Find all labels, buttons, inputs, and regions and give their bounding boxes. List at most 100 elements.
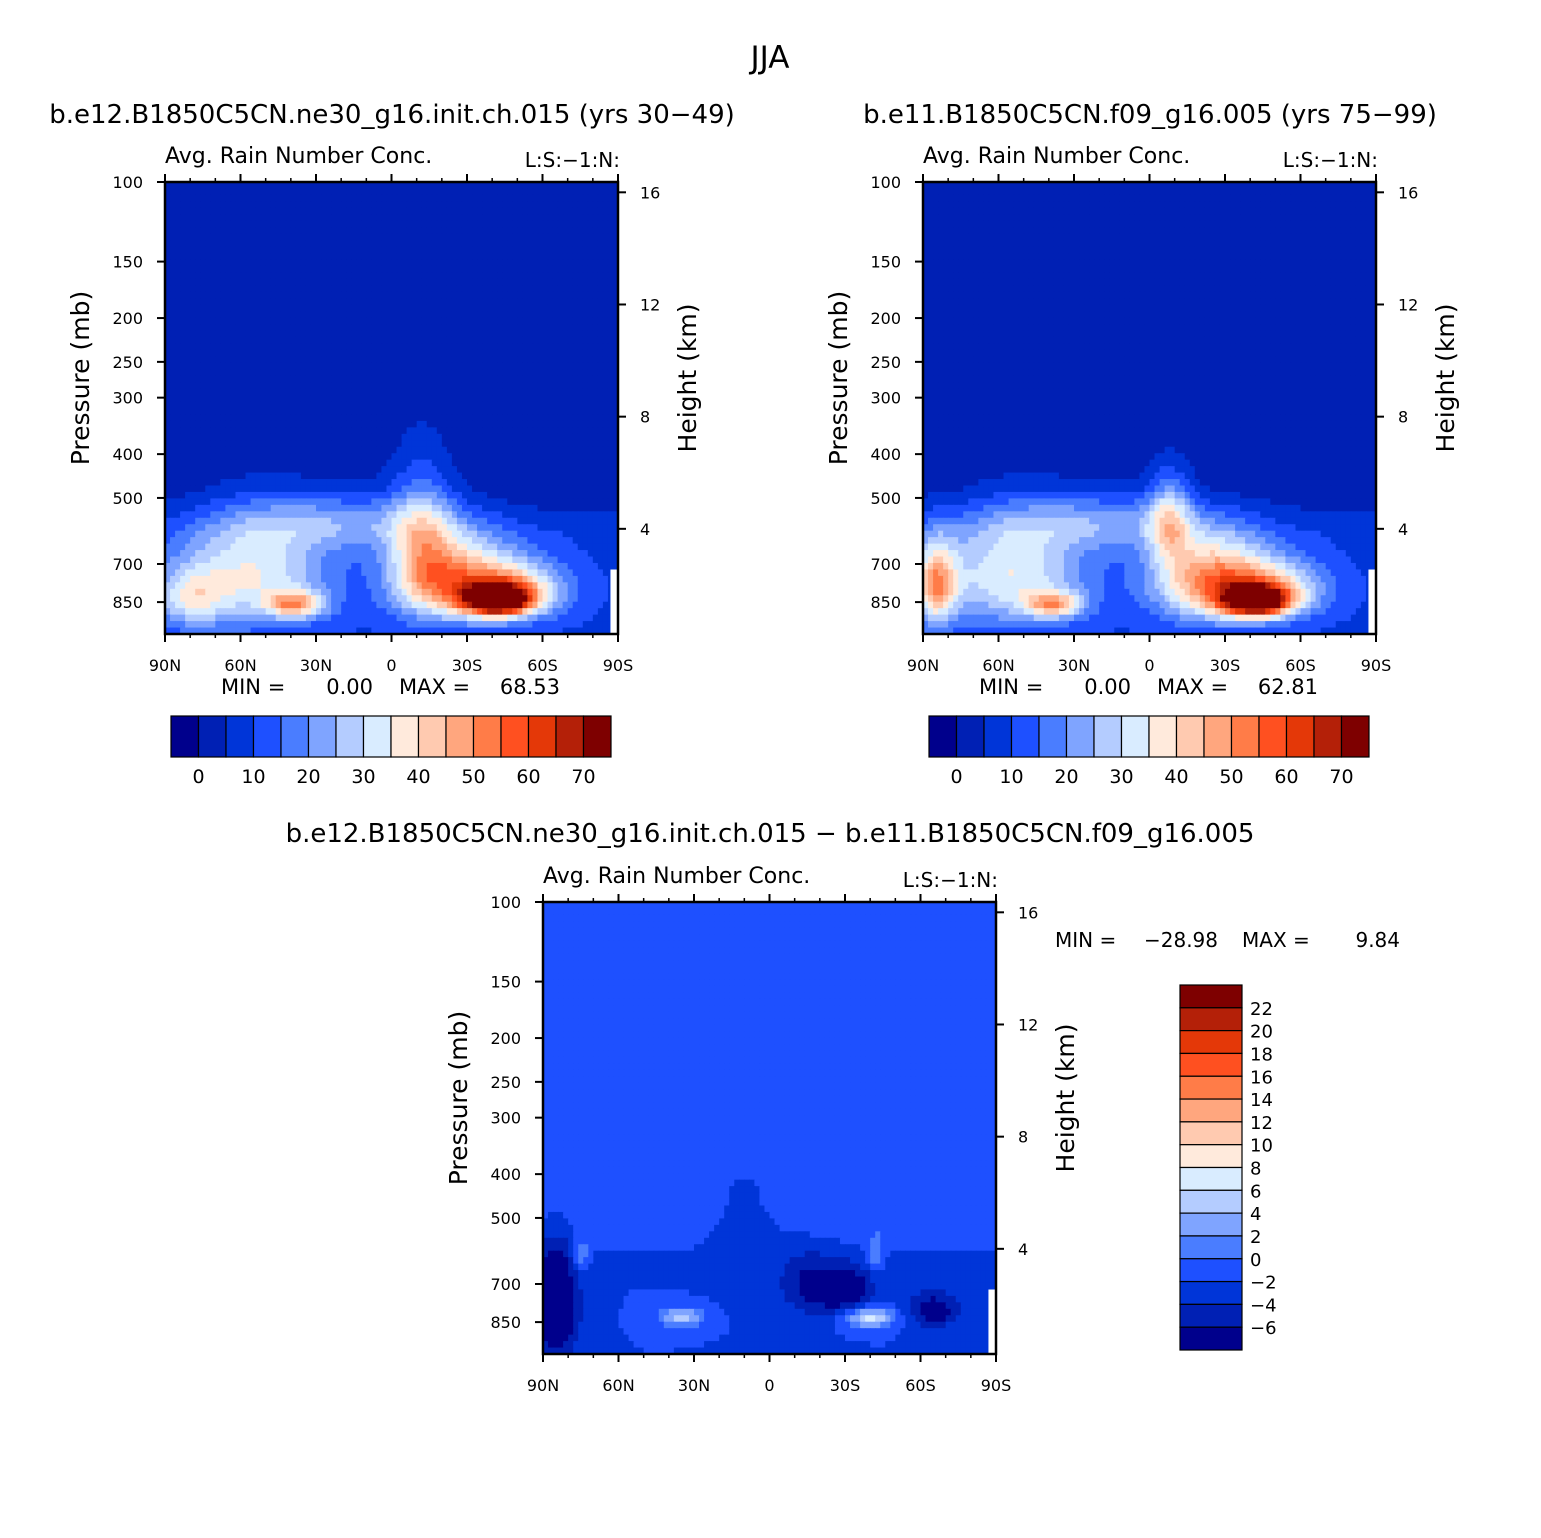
field-cell xyxy=(270,240,277,248)
field-cell xyxy=(497,291,503,299)
field-cell xyxy=(326,182,332,190)
field-cell xyxy=(165,317,171,325)
field-cell xyxy=(200,285,206,293)
field-cell xyxy=(230,182,237,190)
field-cell xyxy=(180,401,186,409)
field-cell xyxy=(346,485,352,493)
field-cell xyxy=(270,401,277,409)
field-cell xyxy=(321,537,327,545)
field-cell xyxy=(195,349,201,357)
field-cell xyxy=(280,395,287,403)
field-cell xyxy=(391,311,398,319)
field-cell xyxy=(612,278,619,286)
field-cell xyxy=(285,194,292,202)
field-cell xyxy=(356,395,362,403)
field-cell xyxy=(456,401,463,409)
field-cell xyxy=(577,427,584,435)
field-cell xyxy=(386,285,393,293)
field-cell xyxy=(341,227,347,235)
field-cell xyxy=(300,427,307,435)
field-cell xyxy=(431,530,438,538)
field-cell xyxy=(205,395,211,403)
field-cell xyxy=(522,233,528,241)
field-cell xyxy=(537,253,544,261)
field-cell xyxy=(542,194,549,202)
field-cell xyxy=(416,472,423,480)
field-cell xyxy=(492,246,498,254)
field-cell xyxy=(200,466,206,474)
field-cell xyxy=(411,504,418,512)
field-cell xyxy=(275,446,282,454)
field-cell xyxy=(421,498,428,506)
field-cell xyxy=(371,272,377,280)
field-cell xyxy=(270,472,277,480)
field-cell xyxy=(396,194,403,202)
field-cell xyxy=(285,524,292,532)
field-cell xyxy=(391,530,398,538)
field-cell xyxy=(336,240,342,248)
field-cell xyxy=(386,278,393,286)
field-cell xyxy=(411,285,418,293)
field-cell xyxy=(230,479,237,487)
field-cell xyxy=(582,408,589,416)
field-cell xyxy=(326,349,332,357)
field-cell xyxy=(572,395,579,403)
field-cell xyxy=(572,285,579,293)
field-cell xyxy=(547,414,554,422)
field-cell xyxy=(482,278,488,286)
field-cell xyxy=(381,246,388,254)
field-cell xyxy=(180,414,186,422)
field-cell xyxy=(411,511,418,519)
field-cell xyxy=(255,317,262,325)
field-cell xyxy=(305,356,312,364)
field-cell xyxy=(341,375,347,383)
field-cell xyxy=(371,227,377,235)
field-cell xyxy=(517,369,523,377)
field-cell xyxy=(592,498,599,506)
field-cell xyxy=(366,440,372,448)
field-cell xyxy=(356,504,362,512)
field-cell xyxy=(552,201,559,209)
field-cell xyxy=(235,336,242,345)
field-cell xyxy=(547,433,554,441)
field-cell xyxy=(542,530,549,538)
field-cell xyxy=(275,414,282,422)
field-cell xyxy=(215,362,221,370)
field-cell xyxy=(235,304,242,312)
field-cell xyxy=(300,194,307,202)
field-cell xyxy=(451,291,458,299)
field-cell xyxy=(522,369,528,377)
field-cell xyxy=(557,317,564,325)
field-cell xyxy=(461,414,468,422)
field-cell xyxy=(592,362,599,370)
field-cell xyxy=(391,214,398,222)
field-cell xyxy=(371,214,377,222)
field-cell xyxy=(497,511,503,519)
field-cell xyxy=(280,182,287,190)
field-cell xyxy=(260,324,267,332)
field-cell xyxy=(336,485,342,493)
field-cell xyxy=(441,233,448,241)
field-cell xyxy=(305,414,312,422)
field-cell xyxy=(502,253,508,261)
field-cell xyxy=(557,408,564,416)
field-cell xyxy=(260,466,267,474)
field-cell xyxy=(421,240,428,248)
field-cell xyxy=(497,433,503,441)
field-cell xyxy=(391,188,398,196)
field-cell xyxy=(431,375,438,383)
field-cell xyxy=(371,395,377,403)
field-cell xyxy=(467,395,473,403)
field-cell xyxy=(391,201,398,209)
field-cell xyxy=(587,349,594,357)
field-cell xyxy=(336,298,342,306)
field-cell xyxy=(190,511,196,519)
field-cell xyxy=(492,356,498,364)
field-cell xyxy=(245,207,252,215)
field-cell xyxy=(547,272,554,280)
field-cell xyxy=(235,375,242,383)
field-cell xyxy=(195,265,201,273)
field-cell xyxy=(295,382,302,390)
field-cell xyxy=(527,511,534,519)
field-cell xyxy=(275,498,282,506)
